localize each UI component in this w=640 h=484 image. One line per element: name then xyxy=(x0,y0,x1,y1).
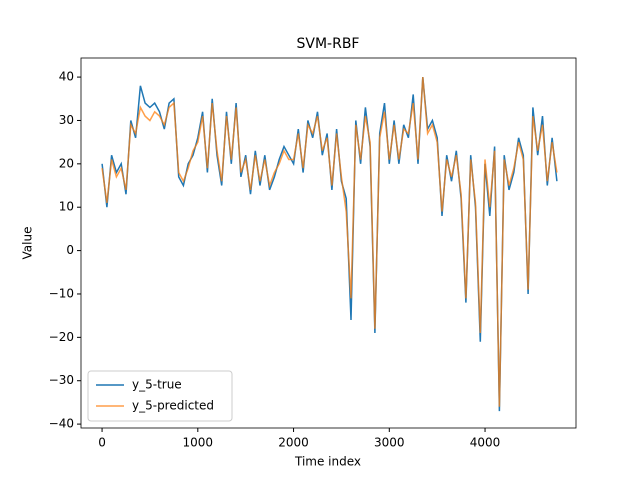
y-tick-label: −30 xyxy=(49,373,74,387)
x-tick-label: 1000 xyxy=(183,436,214,450)
series-line xyxy=(101,77,558,407)
y-tick-label: 0 xyxy=(66,243,74,257)
x-tick-label: 0 xyxy=(98,436,106,450)
legend-label: y_5-true xyxy=(132,378,182,392)
plot-frame xyxy=(80,57,577,429)
y-tick-label: 10 xyxy=(59,200,74,214)
legend-box xyxy=(87,370,233,422)
legend-label: y_5-predicted xyxy=(132,399,214,413)
chart-title: SVM-RBF xyxy=(297,36,360,52)
y-axis-label: Value xyxy=(21,227,35,260)
y-tick-label: −40 xyxy=(49,417,74,431)
y-tick-label: 20 xyxy=(59,156,74,170)
y-tick-label: 30 xyxy=(59,113,74,127)
y-tick-label: −10 xyxy=(49,286,74,300)
y-tick-label: −20 xyxy=(49,330,74,344)
x-tick-label: 4000 xyxy=(470,436,501,450)
x-axis-label: Time index xyxy=(294,455,361,469)
y-tick-label: 40 xyxy=(59,70,74,84)
series-line xyxy=(101,77,558,412)
x-tick-label: 3000 xyxy=(374,436,405,450)
x-tick-label: 2000 xyxy=(278,436,309,450)
